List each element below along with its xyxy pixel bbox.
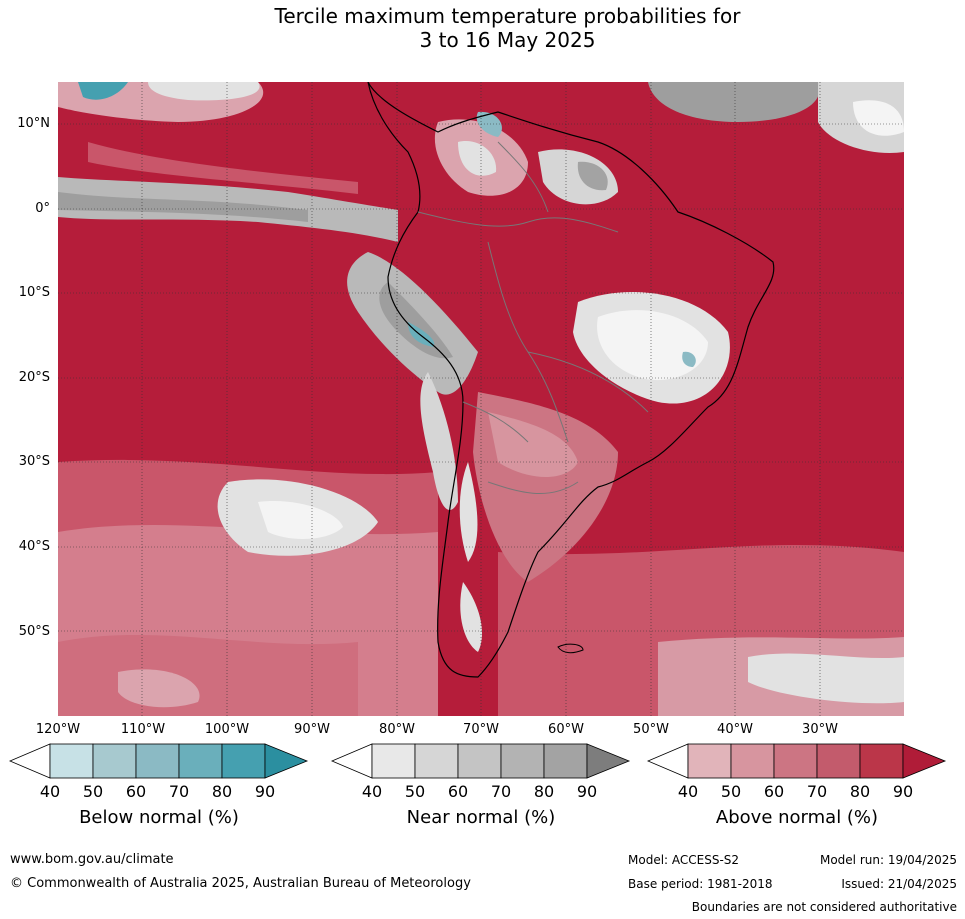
below-colorbar-max-extend — [264, 743, 309, 779]
below-colorbar-tick-label: 90 — [254, 782, 276, 801]
lon-label-100w: 100°W — [204, 722, 250, 737]
map-title: Tercile maximum temperature probabilitie… — [0, 4, 965, 52]
below-colorbar-segment — [178, 743, 223, 779]
lon-label-50w: 50°W — [633, 722, 669, 737]
lat-label-40s: 40°S — [18, 539, 50, 554]
below-colorbar-segment — [92, 743, 137, 779]
near-colorbar-max-extend — [586, 743, 631, 779]
colorbar-near-label: Near normal (%) — [406, 807, 556, 828]
lon-label-40w: 40°W — [717, 722, 753, 737]
near-colorbar-tick-label: 80 — [533, 782, 555, 801]
near-colorbar-segment — [543, 743, 588, 779]
below-colorbar-segment — [221, 743, 266, 779]
copyright: © Commonwealth of Australia 2025, Austra… — [10, 876, 471, 891]
below-colorbar-segment — [135, 743, 180, 779]
below-colorbar-segment — [49, 743, 94, 779]
near-colorbar-tick-label: 60 — [447, 782, 469, 801]
base-period: Base period: 1981-2018 — [628, 877, 773, 891]
lat-label-10n: 10°N — [17, 116, 50, 131]
model-name: Model: ACCESS-S2 — [628, 853, 740, 867]
near-colorbar-segment — [371, 743, 416, 779]
below-colorbar-tick-label: 70 — [168, 782, 190, 801]
near-colorbar-tick-label: 90 — [576, 782, 598, 801]
website-link[interactable]: www.bom.gov.au/climate — [10, 852, 174, 867]
colorbar-below-label: Below normal (%) — [79, 807, 239, 828]
near-colorbar-tick-label: 70 — [490, 782, 512, 801]
above-colorbar-tick-label: 80 — [849, 782, 871, 801]
country-boundaries — [417, 141, 649, 495]
lon-label-60w: 60°W — [548, 722, 584, 737]
near-colorbar-tick-label: 40 — [361, 782, 383, 801]
near-colorbar-segment — [500, 743, 545, 779]
above-colorbar-segment — [730, 743, 775, 779]
boundaries-disclaimer: Boundaries are not considered authoritat… — [691, 900, 957, 914]
colorbar-near — [330, 743, 631, 779]
title-line-1: Tercile maximum temperature probabilitie… — [274, 4, 741, 28]
lat-label-20s: 20°S — [18, 370, 50, 385]
near-colorbar-tick-label: 50 — [404, 782, 426, 801]
probability-map — [58, 82, 904, 716]
colorbar-above — [646, 743, 947, 779]
near-colorbar-segment — [457, 743, 502, 779]
above-colorbar-tick-label: 60 — [763, 782, 785, 801]
below-colorbar-tick-label: 60 — [125, 782, 147, 801]
above-colorbar-tick-label: 50 — [720, 782, 742, 801]
map-svg — [58, 82, 904, 716]
model-run: Model run: 19/04/2025 — [819, 853, 957, 867]
near-colorbar-segment — [414, 743, 459, 779]
lat-label-0: 0° — [35, 201, 50, 216]
title-line-2: 3 to 16 May 2025 — [419, 28, 596, 52]
below-colorbar-tick-label: 80 — [211, 782, 233, 801]
below-colorbar-tick-label: 50 — [82, 782, 104, 801]
above-colorbar-tick-label: 40 — [677, 782, 699, 801]
issued-date: Issued: 21/04/2025 — [841, 877, 957, 891]
above-colorbar-segment — [816, 743, 861, 779]
above-colorbar-tick-label: 70 — [806, 782, 828, 801]
near-colorbar-min-extend — [330, 743, 373, 779]
above-colorbar-max-extend — [902, 743, 947, 779]
lon-label-90w: 90°W — [294, 722, 330, 737]
above-colorbar-tick-label: 90 — [892, 782, 914, 801]
colorbar-above-label: Above normal (%) — [715, 807, 879, 828]
below-colorbar-tick-label: 40 — [39, 782, 61, 801]
above-colorbar-segment — [687, 743, 732, 779]
above-colorbar-segment — [773, 743, 818, 779]
lon-label-70w: 70°W — [463, 722, 499, 737]
lon-label-80w: 80°W — [379, 722, 415, 737]
lat-label-50s: 50°S — [18, 624, 50, 639]
lat-label-30s: 30°S — [18, 454, 50, 469]
above-colorbar-min-extend — [646, 743, 689, 779]
colorbar-below — [8, 743, 309, 779]
graticule — [58, 82, 904, 716]
south-america-coastline — [367, 82, 775, 678]
lon-label-30w: 30°W — [802, 722, 838, 737]
lon-label-120w: 120°W — [35, 722, 81, 737]
above-colorbar-segment — [859, 743, 904, 779]
below-colorbar-min-extend — [8, 743, 51, 779]
lat-label-10s: 10°S — [18, 285, 50, 300]
lon-label-110w: 110°W — [120, 722, 166, 737]
